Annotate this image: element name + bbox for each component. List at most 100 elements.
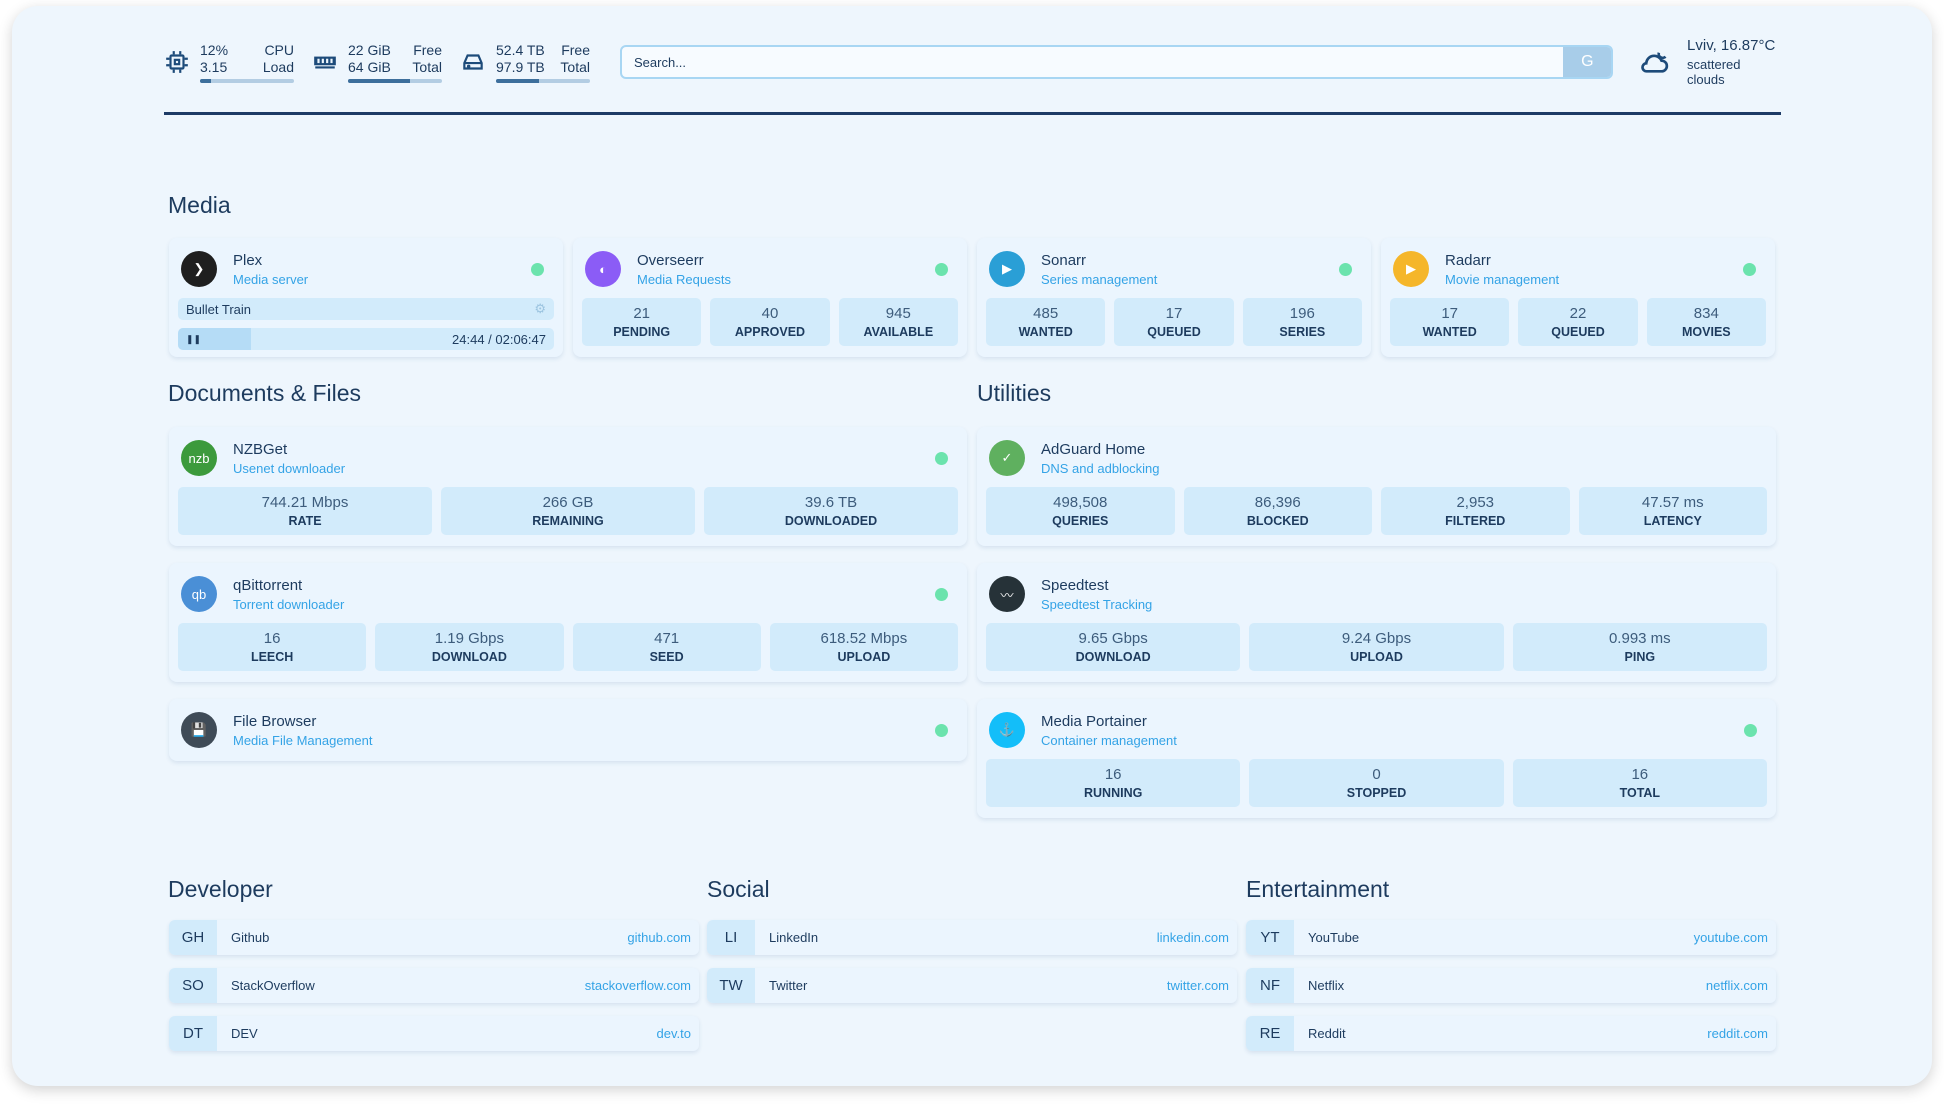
- service-card-overseerr[interactable]: ◐ Overseerr Media Requests 21 PENDING 40 APPRO…: [573, 238, 967, 357]
- search-input[interactable]: [622, 54, 1564, 70]
- playback-progress[interactable]: ❚❚ 24:44 / 02:06:47: [178, 328, 554, 350]
- link-name: Twitter: [769, 978, 808, 993]
- link-name: YouTube: [1308, 930, 1360, 945]
- link-url[interactable]: linkedin.com: [1156, 930, 1229, 945]
- service-description: DNS and adblocking: [1041, 460, 1160, 476]
- stat-blocked: 86,396 BLOCKED: [1183, 487, 1372, 535]
- stat-latency: 47.57 ms LATENCY: [1578, 487, 1767, 535]
- card-title: AdGuard Home DNS and adblocking: [1041, 441, 1160, 476]
- pause-icon[interactable]: ❚❚: [186, 333, 202, 344]
- link-name: StackOverflow: [231, 978, 315, 993]
- stat-label: AVAILABLE: [863, 325, 934, 339]
- link-netflix[interactable]: NF Netflix netflix.com: [1246, 968, 1776, 1003]
- card-header: ◐ Overseerr Media Requests: [582, 248, 958, 290]
- link-url[interactable]: stackoverflow.com: [584, 978, 691, 993]
- portainer-icon: ⚓: [989, 712, 1025, 748]
- stat-value: 834: [1693, 305, 1719, 322]
- section-documents: Documents & Files: [168, 380, 362, 406]
- card-header: qb qBittorrent Torrent downloader: [178, 573, 958, 615]
- stat-value: 47.57 ms: [1641, 494, 1704, 511]
- service-card-plex[interactable]: ❯ Plex Media server Bullet Train ⚙ ❚❚ 24:44 / …: [169, 238, 563, 357]
- link-url[interactable]: youtube.com: [1693, 930, 1768, 945]
- stat-value: 21: [633, 305, 650, 322]
- section-entertainment: Entertainment: [1246, 876, 1390, 902]
- stat-value: 744.21 Mbps: [261, 494, 349, 511]
- card-header: ▶ Sonarr Series management: [986, 248, 1362, 290]
- link-name: LinkedIn: [769, 930, 819, 945]
- card-header: 💾 File Browser Media File Management: [178, 709, 958, 751]
- stat-label: APPROVED: [734, 325, 806, 339]
- link-abbreviation: SO: [169, 968, 217, 1003]
- memory-total: 64 GiB: [348, 58, 391, 75]
- status-indicator: [935, 723, 948, 737]
- link-url[interactable]: github.com: [627, 930, 691, 945]
- status-indicator: [1339, 262, 1352, 276]
- link-stackoverflow[interactable]: SO StackOverflow stackoverflow.com: [169, 968, 699, 1003]
- link-dev[interactable]: DT DEV dev.to: [169, 1016, 699, 1051]
- stat-ping: 0.993 ms PING: [1512, 623, 1767, 671]
- link-github[interactable]: GH Github github.com: [169, 920, 699, 955]
- stat-approved: 40 APPROVED: [710, 298, 830, 346]
- status-indicator: [935, 262, 948, 276]
- service-name: qBittorrent: [233, 576, 303, 594]
- stat-value: 0: [1372, 766, 1381, 783]
- service-card-nzbget[interactable]: nzb NZBGet Usenet downloader 744.21 Mbps RAT…: [169, 427, 967, 546]
- stat-value: 16: [263, 630, 281, 647]
- service-card-media-portainer[interactable]: ⚓ Media Portainer Container management 16 RU…: [977, 699, 1776, 818]
- now-playing-title: Bullet Train: [186, 301, 252, 317]
- card-header: ▶ Radarr Movie management: [1390, 248, 1766, 290]
- link-linkedin[interactable]: LI LinkedIn linkedin.com: [707, 920, 1237, 955]
- status-indicator: [531, 262, 544, 276]
- stat-queries: 498,508 QUERIES: [986, 487, 1175, 535]
- stat-value: 9.65 Gbps: [1078, 630, 1148, 647]
- overseerr-icon: ◐: [585, 251, 621, 287]
- card-header: 〰 Speedtest Speedtest Tracking: [986, 573, 1767, 615]
- card-title: Overseerr Media Requests: [637, 252, 731, 287]
- stat-download: 9.65 Gbps DOWNLOAD: [986, 623, 1241, 671]
- link-url[interactable]: reddit.com: [1707, 1026, 1768, 1041]
- settings-icon[interactable]: ⚙: [534, 301, 546, 316]
- service-card-radarr[interactable]: ▶ Radarr Movie management 17 WANTED 22 QUEUED 8…: [1381, 238, 1775, 357]
- link-url[interactable]: twitter.com: [1166, 978, 1229, 993]
- stats-row: 9.65 Gbps DOWNLOAD 9.24 Gbps UPLOAD 0.993 ms…: [986, 623, 1767, 671]
- search-engine-button[interactable]: G: [1563, 47, 1612, 77]
- service-name: File Browser: [233, 712, 317, 730]
- stat-upload: 9.24 Gbps UPLOAD: [1249, 623, 1504, 671]
- service-name: Speedtest: [1041, 576, 1109, 594]
- stat-running: 16 RUNNING: [986, 759, 1241, 807]
- stat-label: LATENCY: [1643, 514, 1702, 528]
- weather-widget[interactable]: Lviv, 16.87°C scattered clouds: [1637, 37, 1781, 87]
- stat-label: PENDING: [613, 325, 671, 339]
- service-card-qbittorrent[interactable]: qb qBittorrent Torrent downloader 16 LEECH 1.…: [169, 563, 967, 682]
- card-header: nzb NZBGet Usenet downloader: [178, 437, 958, 479]
- memory-icon: [314, 56, 336, 69]
- stat-value: 471: [654, 630, 680, 647]
- service-name: Media Portainer: [1041, 712, 1147, 730]
- stat-available: 945 AVAILABLE: [838, 298, 958, 346]
- card-title: Plex Media server: [233, 252, 308, 287]
- service-card-speedtest[interactable]: 〰 Speedtest Speedtest Tracking 9.65 Gbps DOW…: [977, 563, 1776, 682]
- service-name: Plex: [233, 251, 263, 269]
- service-card-sonarr[interactable]: ▶ Sonarr Series management 485 WANTED 17 QUEUE…: [977, 238, 1371, 357]
- weather-location: Lviv, 16.87°C: [1687, 37, 1776, 54]
- link-twitter[interactable]: TW Twitter twitter.com: [707, 968, 1237, 1003]
- stat-label: STOPPED: [1346, 786, 1407, 800]
- stat-label: UPLOAD: [837, 650, 891, 664]
- link-url[interactable]: netflix.com: [1705, 978, 1768, 993]
- stats-row: 498,508 QUERIES 86,396 BLOCKED 2,953 FILTERED…: [986, 487, 1767, 535]
- stat-queued: 22 QUEUED: [1518, 298, 1638, 346]
- service-card-adguard-home[interactable]: ✓ AdGuard Home DNS and adblocking 498,508 QU…: [977, 427, 1776, 546]
- link-youtube[interactable]: YT YouTube youtube.com: [1246, 920, 1776, 955]
- stat-movies: 834 MOVIES: [1646, 298, 1766, 346]
- card-title: Speedtest Speedtest Tracking: [1041, 577, 1152, 612]
- card-title: NZBGet Usenet downloader: [233, 441, 345, 476]
- service-card-file-browser[interactable]: 💾 File Browser Media File Management: [169, 699, 967, 761]
- card-header: ❯ Plex Media server: [178, 248, 554, 290]
- service-description: Series management: [1041, 271, 1158, 287]
- stat-value: 2,953: [1456, 494, 1495, 511]
- link-reddit[interactable]: RE Reddit reddit.com: [1246, 1016, 1776, 1051]
- cpu-icon: [166, 51, 188, 73]
- stat-label: DOWNLOADED: [784, 514, 878, 528]
- link-url[interactable]: dev.to: [656, 1026, 691, 1041]
- link-abbreviation: NF: [1246, 968, 1294, 1003]
